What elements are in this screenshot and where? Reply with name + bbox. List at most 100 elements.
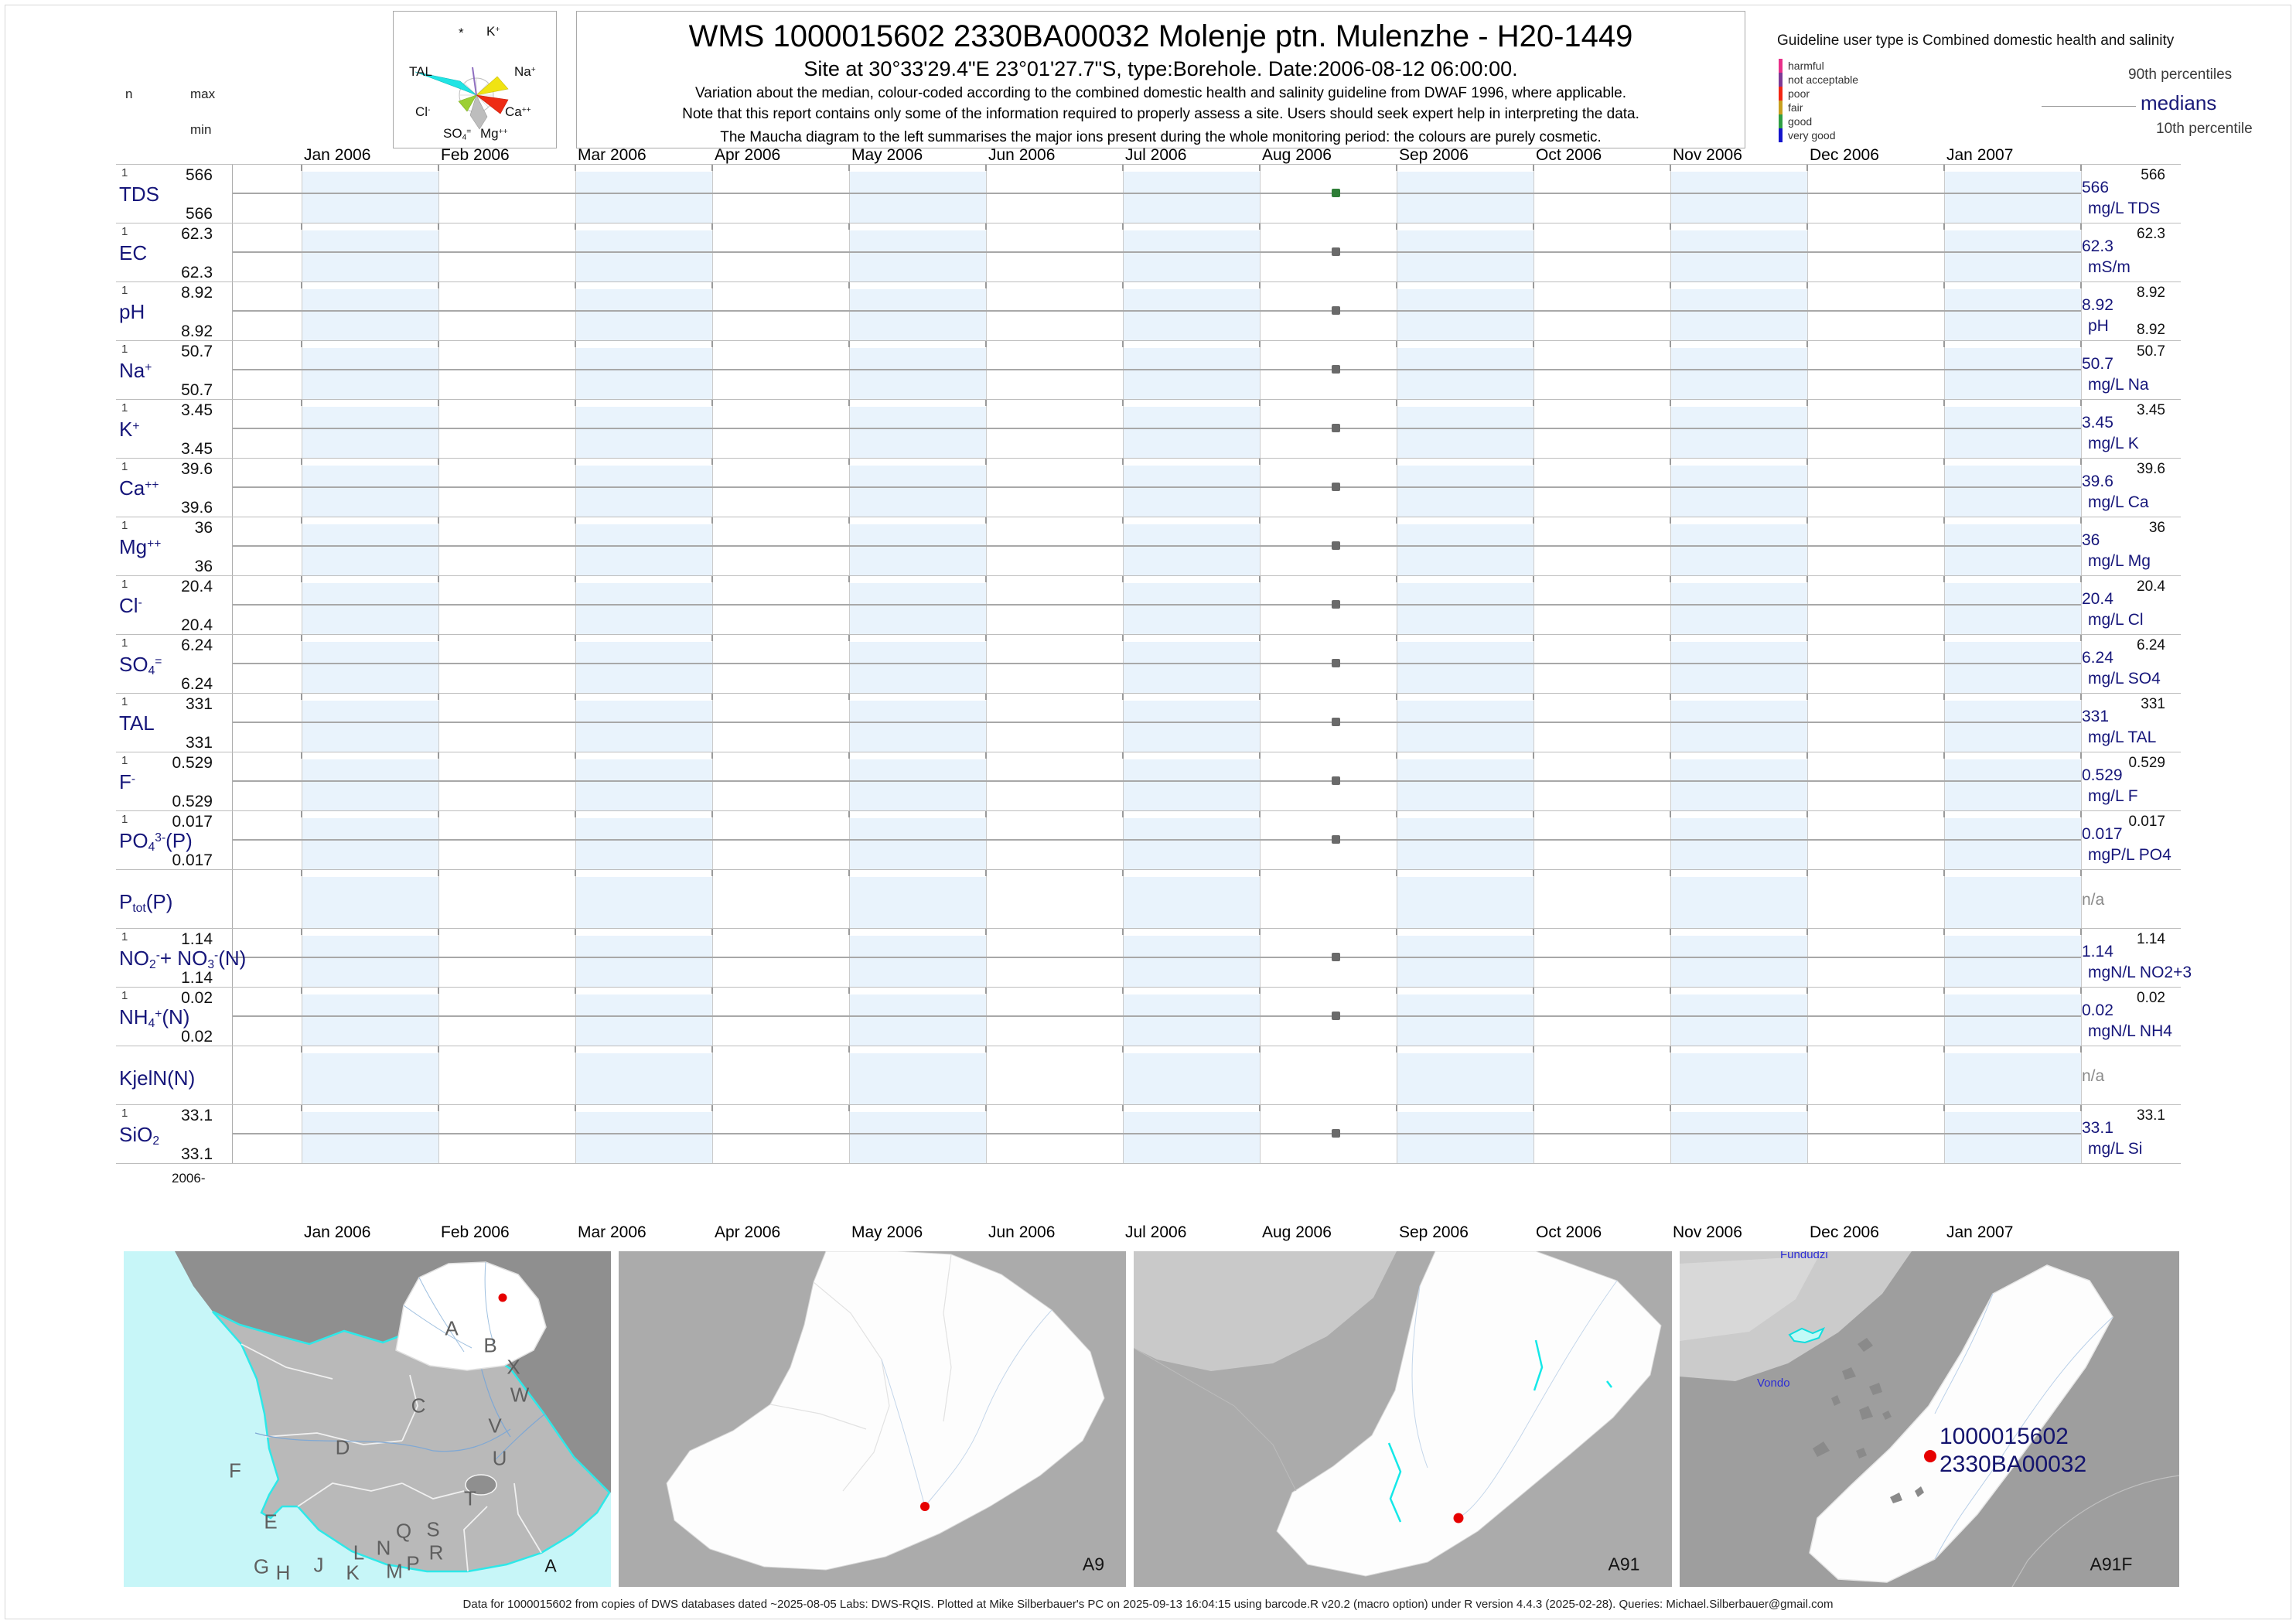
month-tick [301,752,302,759]
shaded-month-cell [576,348,712,399]
month-tick [575,1105,576,1111]
month-tick [1122,988,1124,994]
shaded-month-cell [1945,759,2081,810]
month-tick [848,752,850,759]
row-separator-line [116,1104,2181,1105]
median-line [233,839,2081,841]
shaded-month-cell [850,701,986,752]
row-separator-line [116,634,2181,635]
a9-catchment-map [619,1251,1126,1587]
month-tick [848,1105,850,1111]
param-name: PO43-(P) [119,829,193,855]
shaded-month-cell [1397,1053,1534,1104]
month-tick [848,459,850,465]
month-label-top: Jun 2006 [988,146,1056,164]
shaded-month-cell [1397,407,1534,458]
shaded-month-cell [302,289,438,340]
p90-value: 331 [2141,696,2165,712]
month-tick [985,165,987,171]
median-line [233,251,2081,253]
shaded-month-cell [1945,642,2081,693]
p90-value: 1.14 [2137,931,2165,947]
month-tick [1806,694,1808,700]
drainage-region-letter: V [488,1414,502,1438]
month-tick [438,635,439,641]
shaded-month-cell [850,230,986,281]
site-location-dot [920,1502,930,1511]
month-tick [1533,517,1534,524]
param-max: 566 [185,166,213,184]
formula-part: TAL [409,64,432,79]
month-tick [1259,870,1261,876]
sample-dot [1332,835,1340,844]
month-tick [1670,694,1671,700]
month-tick [1259,517,1261,524]
drainage-region-letter: B [483,1333,497,1357]
formula-part: = [466,127,472,136]
guideline-user-type: Guideline user type is Combined domestic… [1777,32,2175,49]
shaded-month-cell [1124,1112,1260,1163]
shaded-month-cell [302,172,438,223]
param-n: 1 [121,401,128,415]
shaded-month-cell [1397,818,1534,869]
shaded-month-cell [576,289,712,340]
shaded-month-cell [576,642,712,693]
drainage-region-letter: U [492,1446,507,1470]
month-tick [1122,752,1124,759]
month-tick [438,576,439,582]
month-tick [575,576,576,582]
month-label-top: Apr 2006 [715,146,781,164]
month-label-top: Sep 2006 [1399,146,1469,164]
median-value: 33.1 [2082,1119,2113,1137]
month-tick [1122,576,1124,582]
median-value: 36 [2082,531,2100,549]
shaded-month-cell [1945,995,2081,1046]
shaded-month-cell [1945,524,2081,575]
month-tick [575,517,576,524]
guideline-class-label: good [1788,115,1813,128]
shaded-month-cell [1945,877,2081,928]
median-value: 0.529 [2082,766,2123,784]
month-tick [1943,282,1945,288]
unit-label: pH [2088,317,2109,335]
shaded-month-cell [1124,759,1260,810]
median-value: 50.7 [2082,355,2113,373]
shaded-month-cell [1397,230,1534,281]
month-tick [1670,341,1671,347]
shaded-month-cell [1671,583,1807,634]
shaded-month-cell [1671,348,1807,399]
month-label-top: Mar 2006 [578,146,646,164]
month-tick [711,811,713,817]
formula-part: ++ [145,479,159,493]
month-tick [711,870,713,876]
param-max: 36 [194,519,213,537]
formula-part: K [119,418,133,441]
month-tick [985,459,987,465]
drainage-region-letter: H [275,1561,291,1585]
month-tick [711,341,713,347]
month-tick [2080,752,2082,759]
shaded-month-cell [302,407,438,458]
shaded-month-cell [850,995,986,1046]
footer-note: Data for 1000015602 from copies of DWS d… [462,1598,1834,1611]
month-tick [1122,400,1124,406]
formula-part: 3 [207,957,214,971]
shaded-month-cell [1671,466,1807,517]
p90-value: 6.24 [2137,637,2165,653]
month-tick [575,1046,576,1053]
formula-part: Na [514,64,531,79]
param-max: 1.14 [181,930,213,948]
median-legend-line [2042,106,2136,107]
month-tick [301,1105,302,1111]
month-tick [1806,1046,1808,1053]
shaded-month-cell [302,995,438,1046]
a91-catchment-map [1134,1251,1672,1587]
unit-label: mg/L F [2088,787,2138,805]
maucha-ion-label: * [459,26,464,41]
shaded-month-cell [1671,877,1807,928]
shaded-month-cell [1671,230,1807,281]
p90-value: 566 [2141,167,2165,183]
formula-part: PO [119,829,148,852]
formula-part: + [495,25,500,34]
median-value: 20.4 [2082,590,2113,608]
